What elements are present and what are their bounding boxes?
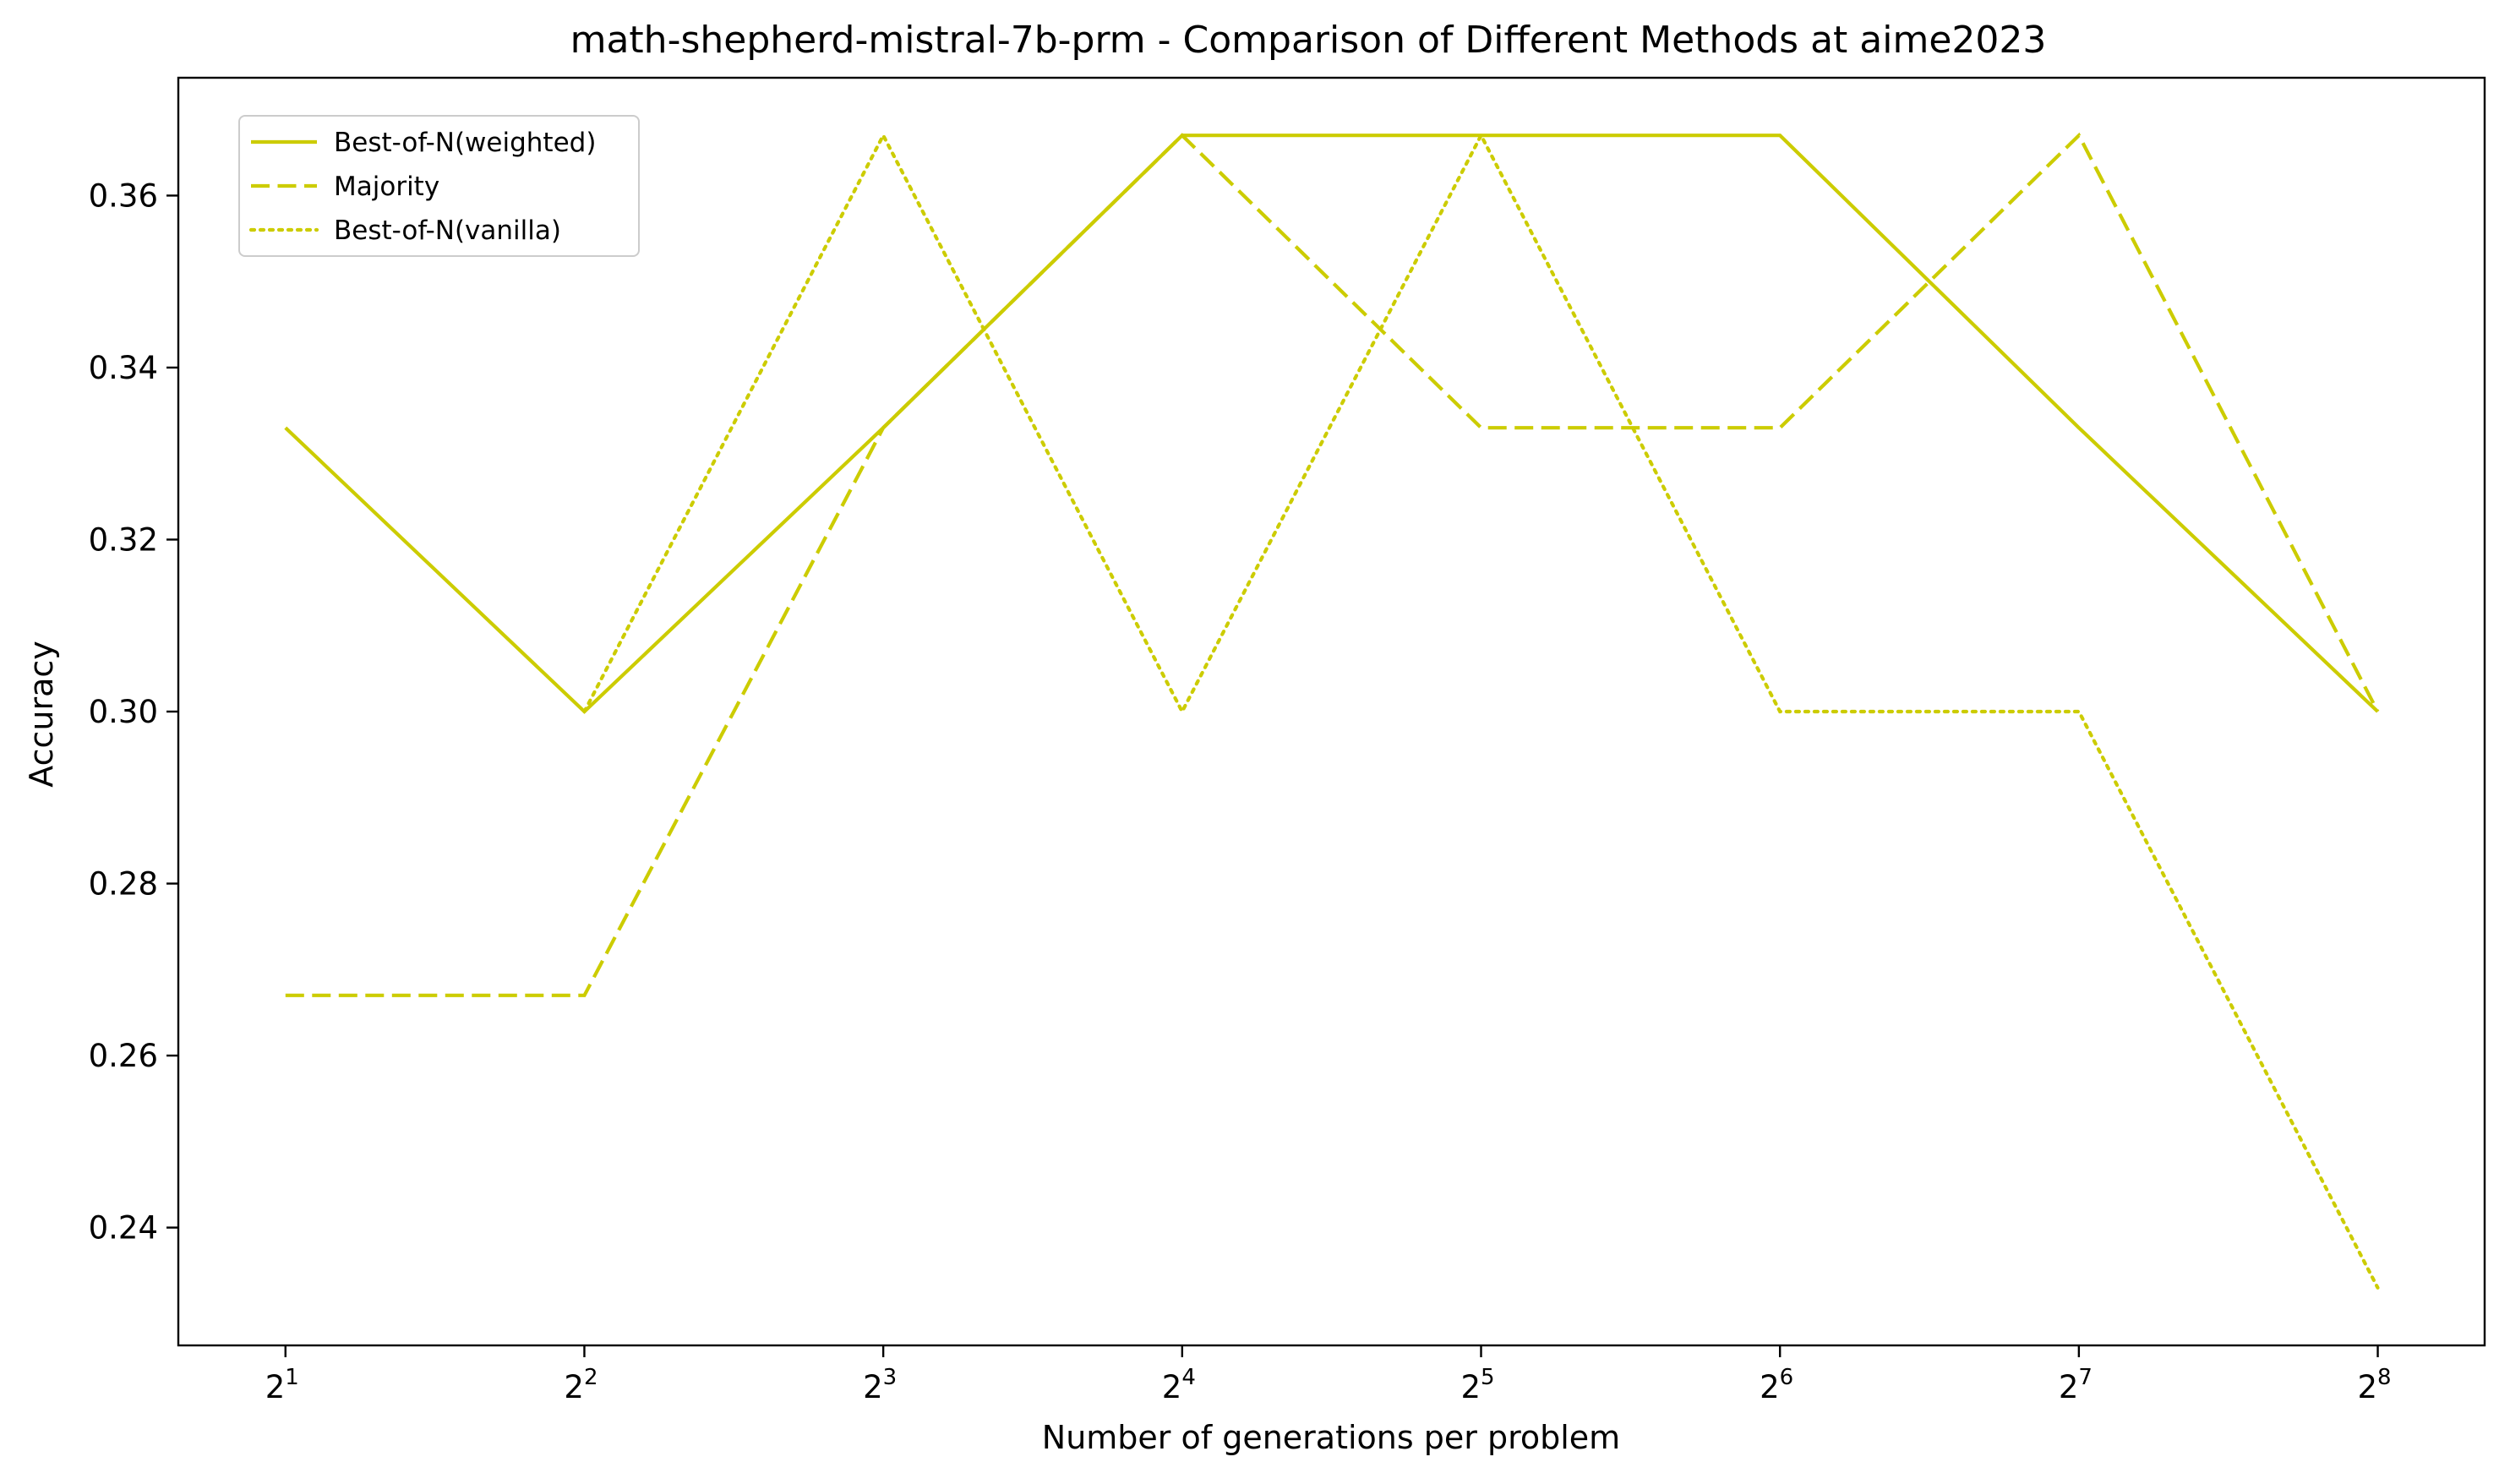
y-tick-label: 0.24 <box>89 1210 158 1247</box>
x-tick-label: 21 <box>265 1365 299 1405</box>
x-tick-label: 22 <box>564 1365 597 1405</box>
legend-label-3: Best-of-N(vanilla) <box>334 216 561 246</box>
x-tick-label: 26 <box>1760 1365 1793 1405</box>
y-tick-label: 0.26 <box>89 1038 158 1074</box>
series-line-2 <box>285 132 2380 997</box>
chart-title: math-shepherd-mistral-7b-prm - Compariso… <box>570 19 2047 62</box>
legend-label-1: Best-of-N(weighted) <box>334 128 596 158</box>
x-tick-label: 24 <box>1162 1365 1196 1405</box>
plot-area: 0.24 0.26 0.28 0.30 0.32 0.34 0.36 21 22 23 24 25 26… <box>89 76 2486 1405</box>
plot-frame <box>177 76 2486 1347</box>
y-axis-label: Accuracy <box>23 641 60 788</box>
legend-label-2: Majority <box>334 172 439 202</box>
y-tick-label: 0.34 <box>89 350 158 386</box>
legend: Best-of-N(weighted) Majority Best-of-N(van… <box>238 115 640 257</box>
x-tick-label: 23 <box>863 1365 897 1405</box>
legend-box <box>238 115 640 257</box>
x-tick-label: 27 <box>2059 1365 2093 1405</box>
y-tick-label: 0.28 <box>89 866 158 903</box>
x-tick-label: 28 <box>2357 1365 2391 1405</box>
x-axis-label: Number of generations per problem <box>1042 1419 1620 1456</box>
y-tick-label: 0.32 <box>89 521 158 558</box>
series-line-1 <box>284 134 2379 714</box>
y-tick-label: 0.36 <box>89 177 158 214</box>
y-tick-label: 0.30 <box>89 694 158 730</box>
x-tick-label: 25 <box>1460 1365 1494 1405</box>
series-line-3 <box>582 131 2380 1290</box>
